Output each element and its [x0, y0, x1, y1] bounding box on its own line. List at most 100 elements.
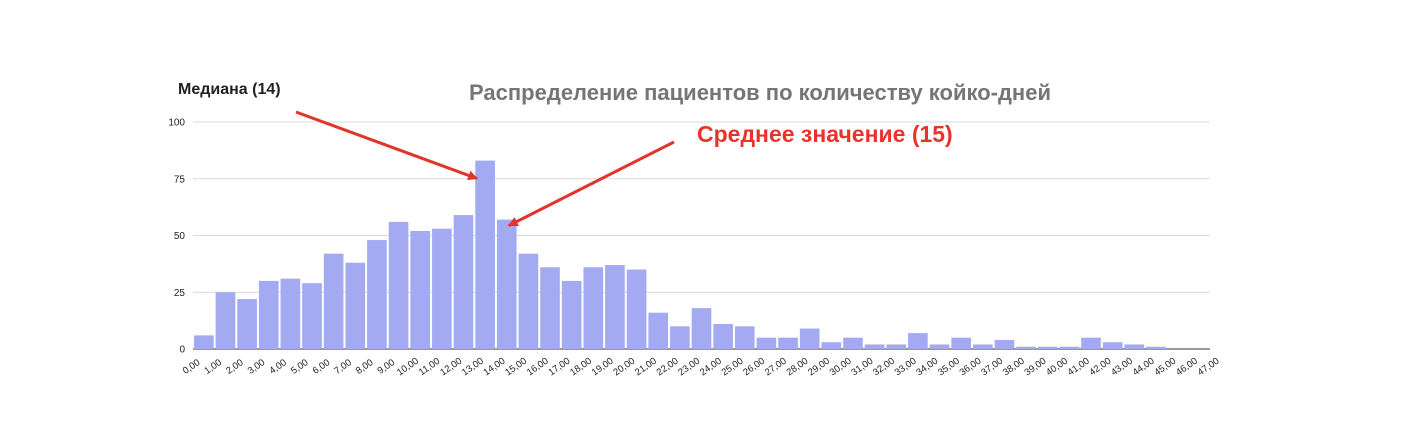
x-tick-label: 34,00: [914, 356, 940, 379]
x-tick-label: 37,00: [979, 356, 1005, 379]
histogram-bar: [648, 312, 669, 349]
x-tick-label: 15,00: [503, 356, 529, 379]
chart-title: Распределение пациентов по количеству ко…: [469, 80, 1051, 105]
histogram-bar: [540, 267, 560, 349]
histogram-bar: [670, 326, 690, 349]
x-tick-label: 23,00: [676, 356, 702, 379]
histogram-bar: [1081, 337, 1101, 349]
x-tick-label: 41,00: [1066, 356, 1092, 379]
x-tick-label: 43,00: [1109, 356, 1135, 379]
histogram-bar: [215, 292, 236, 349]
y-axis-ticks: 0 25 50 75 100: [168, 118, 185, 356]
x-tick-label: 7,00: [332, 357, 353, 377]
x-tick-label: 42,00: [1087, 356, 1113, 379]
mean-arrow: [507, 140, 675, 227]
histogram-bar: [821, 342, 842, 349]
histogram-bar: [237, 299, 257, 349]
x-tick-label: 6,00: [311, 357, 332, 377]
histogram-bar: [388, 221, 409, 349]
x-tick-label: 47,00: [1196, 356, 1222, 379]
histogram-bar: [713, 324, 733, 349]
histogram-bar: [799, 328, 820, 349]
histogram-bar: [323, 253, 344, 349]
mean-annotation: Среднее значение (15): [697, 121, 953, 147]
histogram-bar: [280, 278, 301, 349]
bars: [194, 160, 1166, 349]
y-tick-label: 50: [174, 231, 186, 242]
x-tick-label: 45,00: [1152, 356, 1178, 379]
x-tick-label: 46,00: [1174, 356, 1200, 379]
x-tick-label: 35,00: [936, 356, 962, 379]
x-tick-label: 8,00: [354, 357, 375, 377]
histogram-bar: [302, 283, 322, 349]
x-tick-label: 2,00: [224, 357, 245, 377]
x-tick-label: 11,00: [417, 356, 442, 378]
x-tick-label: 14,00: [482, 356, 508, 379]
histogram-bar: [258, 280, 279, 349]
histogram-bar: [972, 344, 993, 349]
histogram-bar: [453, 215, 474, 349]
x-axis-ticks: 0,00 1,00 2,00 3,00 4,00 5,00 6,00 7,00 8,00 9,00…: [181, 356, 1222, 379]
x-tick-label: 36,00: [958, 356, 984, 379]
x-tick-label: 21,00: [633, 356, 659, 379]
x-tick-label: 12,00: [438, 356, 464, 379]
x-tick-label: 16,00: [525, 356, 551, 379]
histogram-bar: [475, 160, 495, 349]
x-tick-label: 18,00: [568, 356, 594, 379]
x-tick-label: 25,00: [720, 356, 746, 379]
x-tick-label: 38,00: [1001, 356, 1027, 379]
x-tick-label: 20,00: [611, 356, 637, 379]
histogram-bar: [929, 344, 950, 349]
histogram-bar: [1124, 344, 1145, 349]
histogram-bar: [410, 230, 431, 349]
histogram-bar: [994, 339, 1015, 349]
histogram-bar: [561, 280, 582, 349]
histogram-bar: [432, 228, 452, 349]
histogram-bar: [1102, 342, 1123, 349]
x-tick-label: 9,00: [376, 357, 397, 377]
histogram-bar: [778, 337, 798, 349]
x-tick-label: 40,00: [1044, 356, 1070, 379]
x-tick-label: 31,00: [849, 356, 875, 379]
x-tick-label: 22,00: [655, 356, 681, 379]
histogram-bar: [626, 269, 647, 349]
x-tick-label: 17,00: [547, 356, 573, 379]
x-tick-label: 3,00: [246, 357, 267, 377]
x-tick-label: 4,00: [267, 357, 288, 377]
x-tick-label: 1,00: [202, 357, 223, 377]
median-arrow: [295, 110, 479, 181]
x-tick-label: 13,00: [460, 356, 486, 379]
histogram-bar: [1146, 346, 1166, 349]
x-tick-label: 24,00: [698, 356, 724, 379]
x-tick-label: 0,00: [181, 357, 202, 377]
histogram-bar: [496, 219, 517, 349]
x-tick-label: 44,00: [1131, 356, 1157, 379]
x-tick-label: 10,00: [395, 356, 421, 379]
histogram-bar: [605, 265, 625, 349]
median-annotation: Медиана (14): [178, 81, 281, 98]
x-tick-label: 5,00: [289, 357, 310, 377]
histogram-bar: [756, 337, 777, 349]
histogram-bar: [1016, 346, 1036, 349]
histogram-bar: [843, 337, 863, 349]
histogram-bar: [908, 333, 928, 349]
y-tick-label: 75: [174, 174, 186, 185]
x-tick-label: 33,00: [893, 356, 919, 379]
x-tick-label: 32,00: [871, 356, 897, 379]
histogram-bar: [886, 344, 907, 349]
y-tick-label: 100: [168, 118, 185, 129]
y-tick-label: 25: [174, 288, 186, 299]
histogram-bar: [1059, 346, 1080, 349]
x-tick-label: 29,00: [806, 356, 832, 379]
histogram-bar: [951, 337, 971, 349]
x-tick-label: 39,00: [1023, 356, 1049, 379]
x-tick-label: 19,00: [590, 356, 616, 379]
x-tick-label: 26,00: [741, 356, 767, 379]
histogram-bar: [1037, 346, 1058, 349]
histogram-bar: [194, 335, 214, 349]
histogram-bar: [345, 262, 366, 349]
x-tick-label: 30,00: [828, 356, 854, 379]
histogram-bar: [864, 344, 885, 349]
histogram-bar: [691, 308, 712, 349]
